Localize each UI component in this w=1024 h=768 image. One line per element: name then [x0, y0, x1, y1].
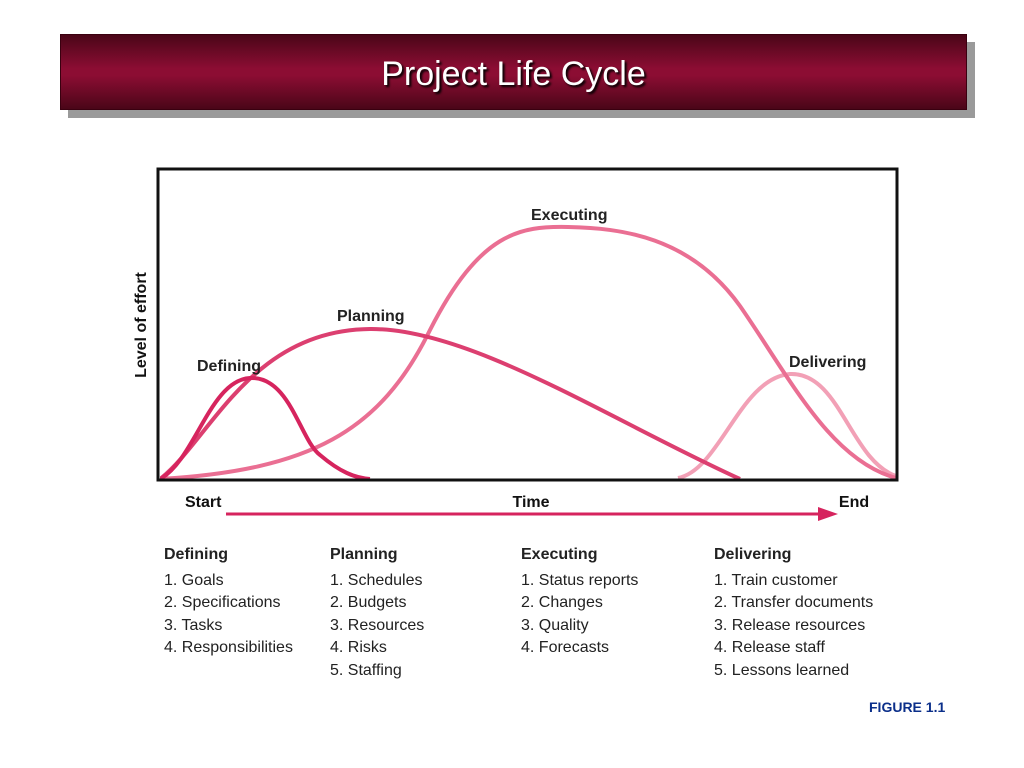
phase-item: 5. Staffing — [330, 661, 402, 679]
phase-item: 3. Release resources — [714, 616, 866, 634]
curves-group — [160, 224, 896, 480]
plot-frame — [156, 167, 899, 482]
phase-item-list: 1. Goals 2. Specifications 3. Tasks 4. R… — [164, 570, 293, 660]
phase-item: 2. Transfer documents — [714, 594, 874, 611]
phase-heading: Executing — [521, 546, 598, 563]
phase-item: 2. Changes — [521, 594, 603, 611]
phase-item: 3. Resources — [330, 616, 425, 634]
delivering-curve-label: Delivering — [789, 354, 866, 371]
phase-column-delivering: Delivering 1. Train customer 2. Transfer… — [714, 544, 873, 682]
phase-item: 4. Risks — [330, 639, 387, 656]
planning-curve-label: Planning — [337, 308, 405, 325]
phase-item-list: 1. Train customer 2. Transfer documents … — [714, 570, 873, 683]
end-label: End — [839, 494, 869, 511]
phase-item: 1. Status reports — [521, 571, 639, 589]
phase-item: 3. Quality — [521, 616, 589, 634]
phase-item: 5. Lessons learned — [714, 661, 850, 679]
phase-item: 1. Schedules — [330, 571, 423, 589]
phase-item-list: 1. Status reports 2. Changes 3. Quality … — [521, 570, 638, 660]
planning-curve — [160, 326, 741, 480]
start-label: Start — [185, 494, 222, 511]
page-title: Project Life Cycle — [381, 55, 646, 93]
phase-item: 4. Forecasts — [521, 639, 610, 656]
phase-column-defining: Defining 1. Goals 2. Specifications 3. T… — [164, 544, 293, 660]
phase-item: 4. Release staff — [714, 639, 825, 656]
time-arrow-head-icon — [818, 507, 838, 521]
executing-curve-label: Executing — [531, 207, 607, 224]
phase-column-executing: Executing 1. Status reports 2. Changes 3… — [521, 544, 638, 660]
phase-column-planning: Planning 1. Schedules 2. Budgets 3. Reso… — [330, 544, 424, 682]
phase-item: 4. Responsibilities — [164, 639, 293, 656]
defining-curve-label: Defining — [197, 358, 261, 375]
y-axis-label: Level of effort — [133, 271, 150, 377]
executing-curve — [160, 224, 896, 480]
title-bar: Project Life Cycle — [60, 34, 967, 110]
phase-heading: Planning — [330, 546, 398, 563]
figure-label: FIGURE 1.1 — [869, 699, 946, 715]
phase-item: 2. Budgets — [330, 594, 407, 611]
defining-curve — [160, 375, 371, 480]
phase-item-list: 1. Schedules 2. Budgets 3. Resources 4. … — [330, 570, 424, 683]
phase-item: 3. Tasks — [164, 616, 223, 634]
phase-item: 1. Goals — [164, 571, 224, 589]
x-axis-label: Time — [512, 494, 549, 511]
phase-heading: Delivering — [714, 546, 792, 563]
delivering-curve — [677, 371, 896, 480]
phase-heading: Defining — [164, 546, 228, 563]
phase-item: 1. Train customer — [714, 571, 838, 589]
phase-item: 2. Specifications — [164, 594, 281, 611]
